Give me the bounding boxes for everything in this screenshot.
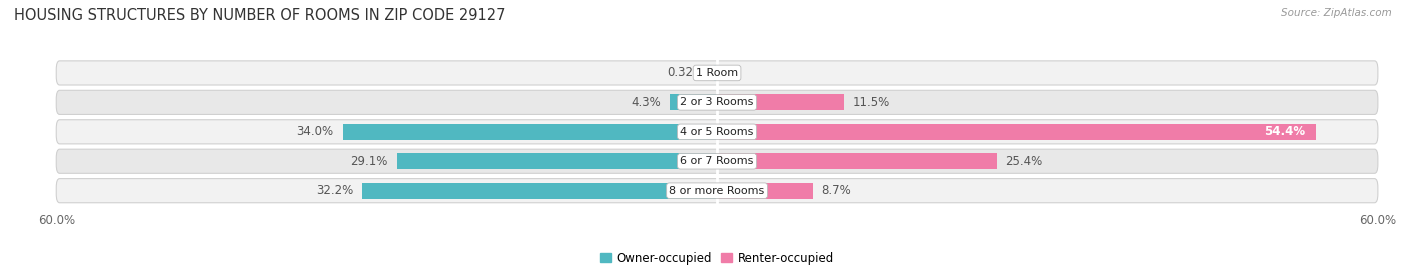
Bar bbox=[717, 183, 813, 199]
Bar bbox=[717, 124, 1316, 140]
FancyBboxPatch shape bbox=[56, 61, 1378, 85]
Text: 6 or 7 Rooms: 6 or 7 Rooms bbox=[681, 156, 754, 166]
Bar bbox=[713, 65, 717, 81]
Text: 29.1%: 29.1% bbox=[350, 155, 388, 168]
Bar bbox=[717, 153, 997, 169]
Text: 11.5%: 11.5% bbox=[852, 96, 890, 109]
Text: 32.2%: 32.2% bbox=[316, 184, 354, 197]
Text: 4.3%: 4.3% bbox=[631, 96, 661, 109]
Text: 54.4%: 54.4% bbox=[1264, 125, 1305, 138]
Legend: Owner-occupied, Renter-occupied: Owner-occupied, Renter-occupied bbox=[595, 247, 839, 269]
Bar bbox=[363, 183, 717, 199]
Text: 25.4%: 25.4% bbox=[1005, 155, 1043, 168]
FancyBboxPatch shape bbox=[56, 90, 1378, 114]
Text: Source: ZipAtlas.com: Source: ZipAtlas.com bbox=[1281, 8, 1392, 18]
Text: HOUSING STRUCTURES BY NUMBER OF ROOMS IN ZIP CODE 29127: HOUSING STRUCTURES BY NUMBER OF ROOMS IN… bbox=[14, 8, 506, 23]
Bar bbox=[717, 94, 844, 111]
Bar bbox=[669, 94, 717, 111]
Bar bbox=[396, 153, 717, 169]
Text: 4 or 5 Rooms: 4 or 5 Rooms bbox=[681, 127, 754, 137]
Text: 8.7%: 8.7% bbox=[821, 184, 852, 197]
Text: 1 Room: 1 Room bbox=[696, 68, 738, 78]
Text: 8 or more Rooms: 8 or more Rooms bbox=[669, 186, 765, 196]
Text: 2 or 3 Rooms: 2 or 3 Rooms bbox=[681, 97, 754, 107]
Text: 34.0%: 34.0% bbox=[297, 125, 333, 138]
FancyBboxPatch shape bbox=[56, 179, 1378, 203]
FancyBboxPatch shape bbox=[56, 120, 1378, 144]
Bar bbox=[343, 124, 717, 140]
Text: 0.32%: 0.32% bbox=[668, 66, 704, 79]
FancyBboxPatch shape bbox=[56, 149, 1378, 173]
